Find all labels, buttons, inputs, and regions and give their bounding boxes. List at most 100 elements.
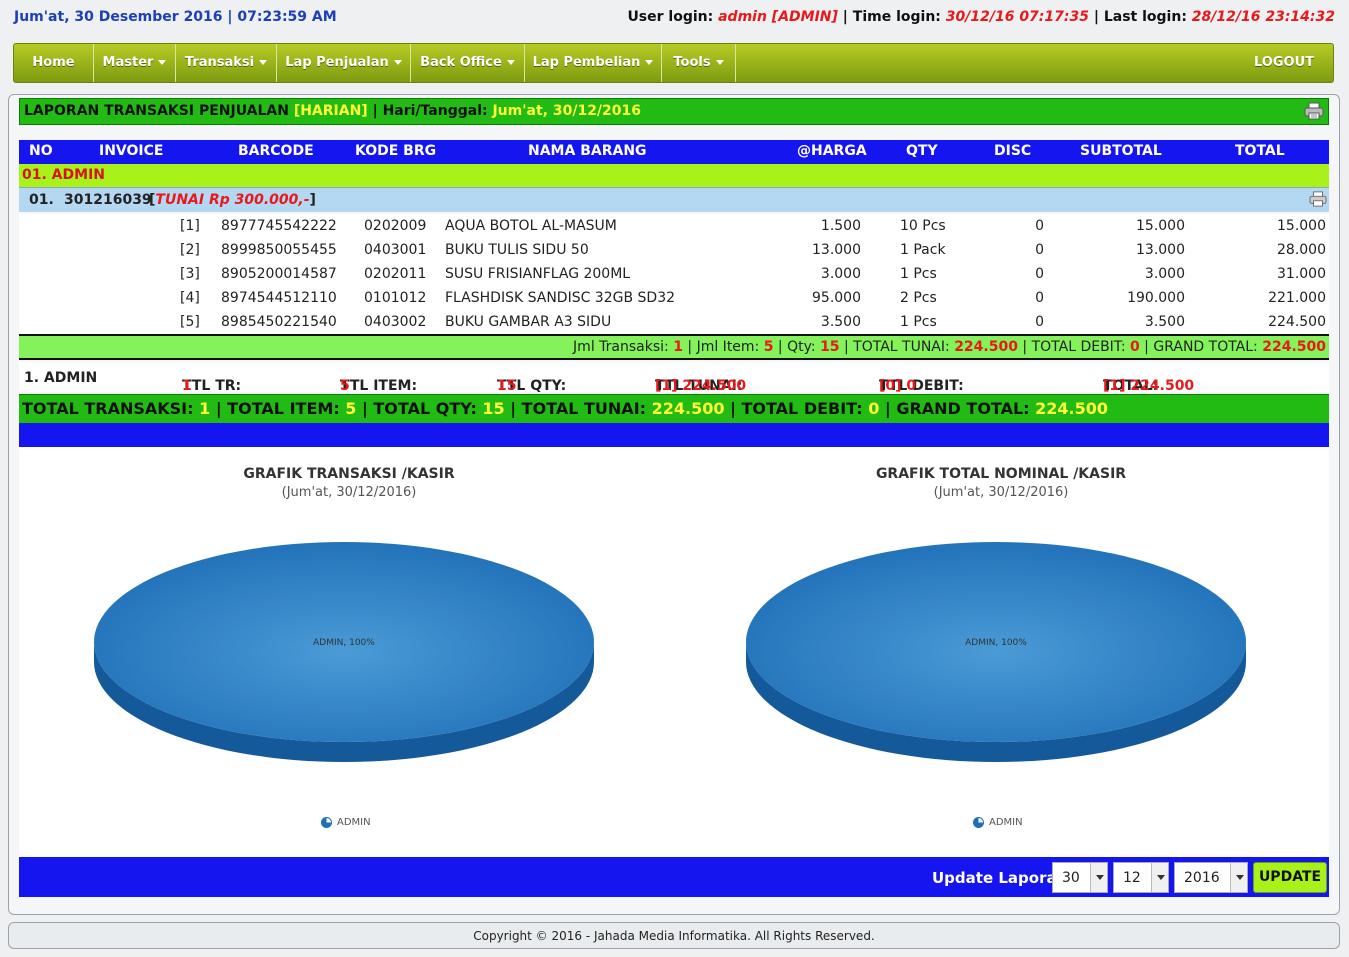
menu-lap-pembelian-label: Lap Pembelian [532,55,641,70]
pie-slice-label: ADMIN, 100% [313,638,375,648]
user-login-label: User login: [627,9,714,25]
item-barcode: 8974544512110 [221,290,337,306]
grand-debit-label: TOTAL DEBIT: [741,399,863,418]
item-qty: 1 Pcs [900,314,937,330]
logout-label: LOGOUT [1253,55,1315,70]
pie-slice[interactable] [746,542,1246,742]
chart-subtitle: (Jum'at, 30/12/2016) [933,485,1069,500]
item-kode: 0202009 [364,218,427,234]
menu-transaksi-label: Transaksi [184,55,255,70]
copyright-footer: Copyright © 2016 - Jahada Media Informat… [8,922,1340,949]
chart-nominal: GRAFIK TOTAL NOMINAL /KASIR (Jum'at, 30/… [671,447,1326,857]
item-kode: 0101012 [364,290,427,306]
menu-home[interactable]: Home [14,44,94,82]
update-bar: Update Laporan: 30 12 2016 UPDATE [19,857,1329,897]
item-no: [1] [180,218,200,234]
grand-total-row: TOTAL TRANSAKSI: 1 | TOTAL ITEM: 5 | TOT… [19,394,1329,423]
col-disc: DISC [994,143,1032,159]
pie-legend-icon [973,817,984,828]
total-transaksi-label: TOTAL TRANSAKSI: [22,399,194,418]
table-row: [3] 8905200014587 0202011 SUSU FRISIANFL… [19,262,1329,286]
ttl-qty-value: 15 [497,378,517,394]
item-disc: 0 [1035,290,1044,306]
chart-title: GRAFIK TRANSAKSI /KASIR [243,466,455,482]
pie-slice-side [94,642,594,762]
printer-icon[interactable] [1304,102,1324,120]
qty-value: 15 [820,339,840,355]
menu-lap-penjualan[interactable]: Lap Penjualan [277,44,411,82]
day-value: 30 [1062,870,1080,886]
report-content: LAPORAN TRANSAKSI PENJUALAN [HARIAN] | H… [19,98,1329,898]
table-row: [1] 8977745542222 0202009 AQUA BOTOL AL-… [19,214,1329,238]
kasir-total-label: TOTAL: [1103,378,1159,394]
table-row: [4] 8974544512110 0101012 FLASHDISK SAND… [19,286,1329,310]
invoice-row[interactable]: 01. 301216039 [TUNAI Rp 300.000,-] [19,187,1329,212]
menu-master[interactable]: Master [94,44,176,82]
chart-legend[interactable]: ADMIN [973,817,1023,828]
item-total: 221.000 [1268,290,1326,306]
grand-total-label: GRAND TOTAL: [1153,339,1258,355]
chevron-down-icon [1230,863,1247,892]
separator: | [1093,9,1104,25]
logout-button[interactable]: LOGOUT [1234,44,1334,82]
chevron-down-icon [158,60,167,65]
month-select[interactable]: 12 [1113,862,1169,893]
report-date-value: Jum'at, 30/12/2016 [492,103,642,119]
ttl-tunai-value: [1] 224.500 [655,378,747,394]
grand-grand-label: GRAND TOTAL: [896,399,1030,418]
menu-lap-penjualan-label: Lap Penjualan [285,55,389,70]
col-harga: @HARGA [797,143,867,159]
menu-tools[interactable]: Tools [662,44,736,82]
grand-tunai-value: 224.500 [651,399,725,418]
invoice-id: 301216039 [64,192,152,208]
item-total: 31.000 [1277,266,1326,282]
day-select[interactable]: 30 [1052,862,1108,893]
item-disc: 0 [1035,314,1044,330]
item-disc: 0 [1035,242,1044,258]
menu-lap-pembelian[interactable]: Lap Pembelian [525,44,662,82]
grand-grand-value: 224.500 [1035,399,1109,418]
col-qty: QTY [906,143,938,159]
col-subtotal: SUBTOTAL [1080,143,1162,159]
col-nama-barang: NAMA BARANG [528,143,647,159]
col-no: NO [29,143,53,159]
year-value: 2016 [1184,870,1220,886]
item-subtotal: 3.500 [1144,314,1185,330]
table-header: NO INVOICE BARCODE KODE BRG NAMA BARANG … [19,140,1329,164]
report-title-bar: LAPORAN TRANSAKSI PENJUALAN [HARIAN] | H… [19,98,1329,125]
menu-transaksi[interactable]: Transaksi [176,44,277,82]
report-title: LAPORAN TRANSAKSI PENJUALAN [24,103,289,119]
grand-total-value: 224.500 [1262,339,1326,355]
total-debit-value: 0 [1129,339,1140,355]
item-qty: 1 Pcs [900,266,937,282]
item-harga: 95.000 [812,290,861,306]
chevron-down-icon [506,60,515,65]
invoice-no: 01. [29,192,54,208]
printer-icon[interactable] [1309,191,1329,209]
report-period: [HARIAN] [293,103,368,119]
pie-slice[interactable] [94,542,594,742]
item-subtotal: 3.000 [1144,266,1185,282]
update-button[interactable]: UPDATE [1253,862,1327,893]
last-login-label: Last login: [1103,9,1187,25]
item-kode: 0202011 [364,266,427,282]
item-harga: 3.500 [820,314,861,330]
menu-back-office[interactable]: Back Office [411,44,525,82]
item-nama: SUSU FRISIANFLAG 200ML [445,266,631,282]
item-nama: BUKU TULIS SIDU 50 [445,242,589,258]
report-date-label: | Hari/Tanggal: [372,103,488,119]
jml-item-label: Jml Item: [696,339,760,355]
total-tunai-value: 224.500 [954,339,1018,355]
total-item-label: TOTAL ITEM: [227,399,340,418]
item-total: 28.000 [1277,242,1326,258]
total-transaksi-value: 1 [199,399,211,418]
kasir-name: 1. ADMIN [24,370,98,386]
item-subtotal: 190.000 [1127,290,1185,306]
pie-legend-icon [321,817,332,828]
total-qty-value: 15 [482,399,505,418]
chevron-down-icon [715,60,724,65]
chart-legend[interactable]: ADMIN [321,817,371,828]
kasir-total-row: 1. ADMIN TTL TR: 1 TTL ITEM: 5 TTL QTY: … [19,362,1329,394]
item-subtotal: 13.000 [1136,242,1185,258]
year-select[interactable]: 2016 [1174,862,1248,893]
